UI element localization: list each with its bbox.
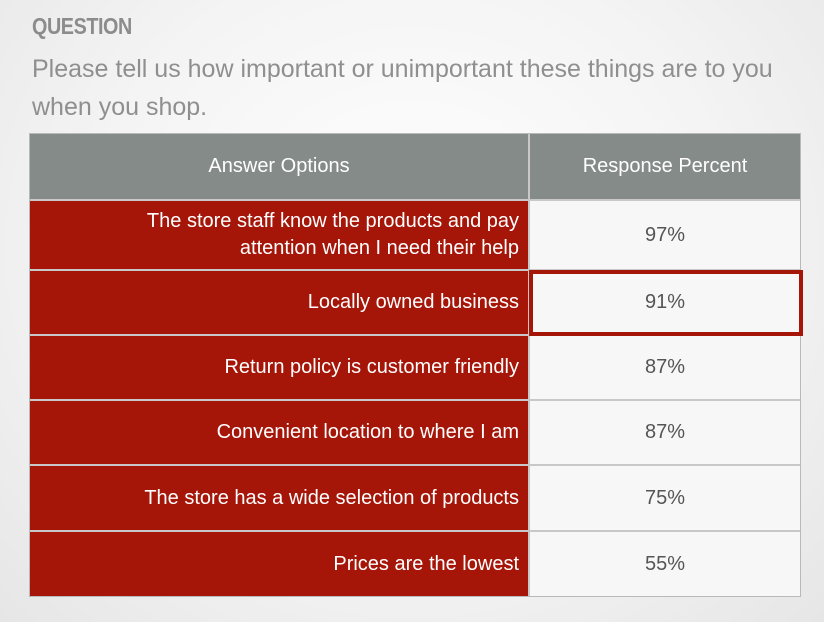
question-label: QUESTION <box>32 13 132 39</box>
table-row-percent: 55% <box>530 532 800 596</box>
header-response-percent: Response Percent <box>530 134 800 199</box>
table-row-option: The store has a wide selection of produc… <box>30 466 528 530</box>
table-row-percent: 91% <box>530 271 800 334</box>
table-row-option: Return policy is customer friendly <box>30 336 528 399</box>
table-row-option: Convenient location to where I am <box>30 401 528 464</box>
table-row-percent: 87% <box>530 401 800 464</box>
table-row-percent: 97% <box>530 201 800 269</box>
question-text: Please tell us how important or unimport… <box>32 55 773 121</box>
table-row-percent: 87% <box>530 336 800 399</box>
response-table: Answer Options Response Percent The stor… <box>29 133 803 597</box>
table-row-option: Locally owned business <box>30 271 528 334</box>
table-row-option: Prices are the lowest <box>30 532 528 596</box>
table-row-option: The store staff know the products and pa… <box>30 201 528 269</box>
table-row-percent: 75% <box>530 466 800 530</box>
header-answer-options: Answer Options <box>30 134 528 199</box>
